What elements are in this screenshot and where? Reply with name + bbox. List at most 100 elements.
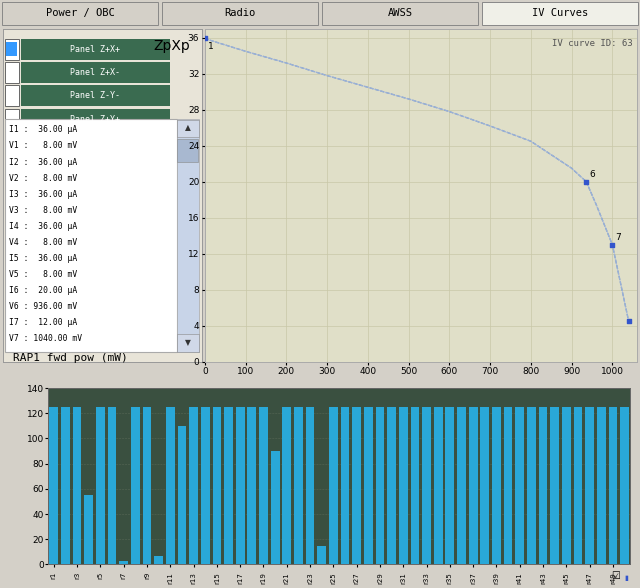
Bar [154,556,163,564]
Bar [492,407,501,564]
Bar [352,407,361,564]
Bar [306,407,314,564]
Text: IV curve ID: 63: IV curve ID: 63 [552,39,632,48]
Text: Panel Z+Y+: Panel Z+Y+ [70,115,120,123]
FancyBboxPatch shape [21,39,170,60]
FancyBboxPatch shape [177,335,198,352]
Text: Panel Z+X-: Panel Z+X- [70,68,120,77]
Bar [108,407,116,564]
FancyBboxPatch shape [177,120,198,137]
FancyBboxPatch shape [6,65,17,80]
Text: I7 :  12.00 μA: I7 : 12.00 μA [9,318,77,327]
Bar [201,407,210,564]
FancyBboxPatch shape [2,2,158,25]
Bar [96,407,105,564]
Bar [119,561,128,564]
Text: IV Curves: IV Curves [532,8,588,18]
Text: V5 :   8.00 mV: V5 : 8.00 mV [9,270,77,279]
Bar [282,407,291,564]
FancyBboxPatch shape [5,62,19,83]
Bar [562,407,571,564]
Bar [457,407,466,564]
Bar [550,407,559,564]
FancyBboxPatch shape [482,2,638,25]
Bar [61,407,70,564]
Bar [177,426,186,564]
FancyBboxPatch shape [21,62,170,83]
FancyBboxPatch shape [21,109,170,129]
Bar [224,407,233,564]
Text: ▼: ▼ [185,339,191,348]
FancyBboxPatch shape [162,2,318,25]
Bar [399,407,408,564]
Text: ☑: ☑ [611,571,620,581]
FancyBboxPatch shape [322,2,478,25]
Bar [376,407,385,564]
Bar [189,407,198,564]
Bar [387,407,396,564]
Bar [434,407,443,564]
Text: V6 : 936.00 mV: V6 : 936.00 mV [9,302,77,311]
FancyBboxPatch shape [5,39,19,60]
FancyBboxPatch shape [5,109,19,129]
Text: ▮: ▮ [624,575,628,581]
Bar [143,407,152,564]
Bar [364,407,372,564]
Bar [445,407,454,564]
Bar [271,451,280,564]
Bar [573,407,582,564]
Bar [329,407,338,564]
Bar [597,407,605,564]
FancyBboxPatch shape [5,85,19,106]
Text: I6 :  20.00 μA: I6 : 20.00 μA [9,286,77,295]
Text: I5 :  36.00 μA: I5 : 36.00 μA [9,254,77,263]
Text: V3 :   8.00 mV: V3 : 8.00 mV [9,206,77,215]
Point [623,316,634,326]
FancyBboxPatch shape [177,139,198,162]
Text: V4 :   8.00 mV: V4 : 8.00 mV [9,238,77,247]
Text: 7: 7 [616,233,621,242]
FancyBboxPatch shape [21,85,170,106]
Text: AWSS: AWSS [387,8,413,18]
Bar [481,407,489,564]
FancyBboxPatch shape [6,42,17,56]
Bar [539,407,547,564]
Text: 1: 1 [208,42,214,51]
Bar [84,495,93,564]
Bar [527,407,536,564]
Text: V7 : 1040.00 mV: V7 : 1040.00 mV [9,335,83,343]
Bar [166,407,175,564]
Bar [73,407,81,564]
Bar [620,407,629,564]
Bar [212,407,221,564]
Bar [422,407,431,564]
Text: V2 :   8.00 mV: V2 : 8.00 mV [9,173,77,183]
Text: I2 :  36.00 μA: I2 : 36.00 μA [9,158,77,166]
Bar [259,407,268,564]
Point [607,240,618,249]
Bar [317,546,326,564]
Text: I3 :  36.00 μA: I3 : 36.00 μA [9,190,77,199]
Bar [236,407,244,564]
Bar [609,407,618,564]
Text: Panel Z+X+: Panel Z+X+ [70,45,120,54]
Text: ZpXp: ZpXp [153,39,189,53]
Bar [49,407,58,564]
Bar [131,407,140,564]
Bar [248,407,256,564]
Bar [410,407,419,564]
Text: Power / OBC: Power / OBC [45,8,115,18]
Text: ▲: ▲ [185,123,191,132]
Text: 6: 6 [589,170,595,179]
Text: Radio: Radio [225,8,255,18]
Text: I4 :  36.00 μA: I4 : 36.00 μA [9,222,77,231]
Text: RAP1 fwd pow (mW): RAP1 fwd pow (mW) [13,353,127,363]
Text: Panel Z-Y-: Panel Z-Y- [70,91,120,101]
Bar [294,407,303,564]
Bar [468,407,477,564]
Text: I1 :  36.00 μA: I1 : 36.00 μA [9,125,77,135]
Bar [340,407,349,564]
Point [581,177,591,186]
Bar [585,407,594,564]
FancyBboxPatch shape [177,119,198,352]
